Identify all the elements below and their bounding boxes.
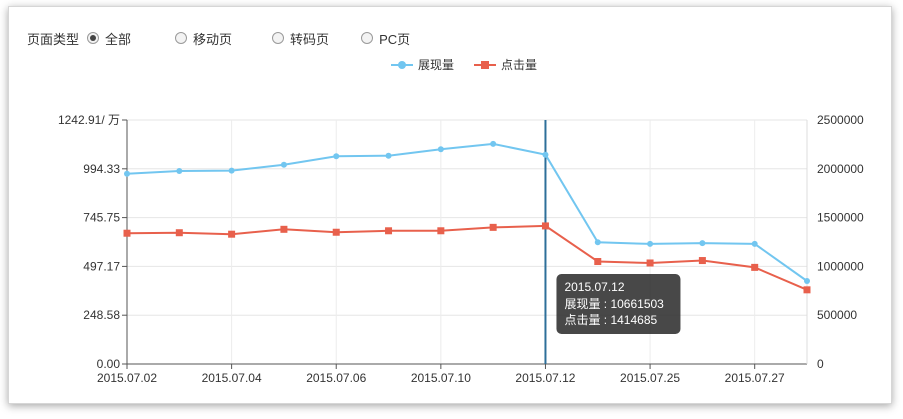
y-right-tick-label: 500000 bbox=[817, 308, 857, 322]
y-left-tick-label: 497.17 bbox=[83, 259, 120, 273]
x-tick-label: 2015.07.06 bbox=[306, 371, 366, 385]
y-right-tick-label: 2000000 bbox=[817, 162, 864, 176]
data-point bbox=[594, 239, 601, 246]
series-line-impressions bbox=[126, 142, 808, 282]
radio-label-pc: PC页 bbox=[379, 31, 411, 47]
data-point bbox=[699, 240, 706, 247]
y-right-tick-label: 2500000 bbox=[817, 113, 864, 127]
data-point bbox=[280, 225, 288, 233]
data-point bbox=[542, 151, 549, 158]
radio-label-transcode: 转码页 bbox=[290, 31, 330, 47]
page-type-label: 页面类型 bbox=[27, 31, 80, 47]
y-left-tick-label: 745.75 bbox=[83, 211, 120, 225]
series-line-clicks bbox=[126, 224, 808, 291]
data-point bbox=[333, 153, 340, 160]
data-point bbox=[646, 259, 654, 267]
data-point bbox=[804, 277, 810, 284]
legend-label: 展现量 bbox=[418, 58, 454, 72]
x-tick-label: 2015.07.10 bbox=[411, 371, 471, 385]
data-point bbox=[803, 286, 811, 294]
data-point bbox=[385, 227, 393, 235]
data-point bbox=[698, 257, 706, 265]
legend-label: 点击量 bbox=[501, 58, 537, 72]
y-right-tick-label: 0 bbox=[817, 357, 824, 371]
legend-marker bbox=[398, 61, 406, 69]
data-point bbox=[489, 223, 497, 231]
radio-unchecked-icon bbox=[272, 32, 285, 44]
radio-unchecked-icon bbox=[361, 32, 374, 44]
radio-option-mobile[interactable]: 移动页 bbox=[175, 29, 232, 48]
x-tick-label: 2015.07.12 bbox=[515, 371, 575, 385]
radio-label-mobile: 移动页 bbox=[193, 31, 233, 47]
legend-marker bbox=[481, 61, 489, 69]
data-point bbox=[228, 167, 235, 174]
x-tick-label: 2015.07.02 bbox=[97, 371, 157, 385]
radio-checked-icon bbox=[87, 32, 100, 44]
data-point bbox=[541, 222, 549, 230]
page-type-filter: 页面类型 全部 移动页 转码页 PC页 bbox=[27, 27, 410, 49]
chart-tooltip: 2015.07.12 展现量 : 10661503 点击量 : 1414685 bbox=[556, 274, 681, 334]
y-left-tick-label: 248.58 bbox=[83, 308, 120, 322]
series-layer bbox=[123, 120, 811, 364]
data-point bbox=[176, 168, 183, 175]
data-point bbox=[490, 140, 497, 147]
chart-legend[interactable]: 展现量 点击量 bbox=[391, 58, 537, 72]
y-left-tick-label: 1242.91/ 万 bbox=[58, 113, 120, 127]
data-point bbox=[124, 170, 130, 177]
x-tick-label: 2015.07.04 bbox=[202, 371, 262, 385]
y-left-tick-label: 0.00 bbox=[97, 357, 121, 371]
data-point bbox=[594, 258, 602, 266]
chart-axes: 0.00 248.58 497.17 745.75 994.33 1242.91/ 万 0 5… bbox=[58, 113, 864, 385]
radio-option-pc[interactable]: PC页 bbox=[361, 29, 410, 48]
tooltip-box bbox=[556, 274, 681, 334]
data-point bbox=[228, 230, 236, 238]
data-point bbox=[751, 263, 759, 271]
data-point bbox=[175, 229, 183, 237]
data-point bbox=[751, 240, 758, 247]
x-tick-label: 2015.07.27 bbox=[725, 371, 785, 385]
y-right-tick-label: 1500000 bbox=[817, 211, 864, 225]
data-point bbox=[123, 229, 131, 237]
data-point bbox=[437, 146, 444, 153]
chart-card: 页面类型 全部 移动页 转码页 PC页 0.00 248.58 497.17 745.… bbox=[8, 6, 892, 404]
data-point bbox=[280, 161, 287, 168]
line-chart: 0.00 248.58 497.17 745.75 994.33 1242.91/ 万 0 5… bbox=[58, 58, 864, 385]
radio-option-all[interactable]: 全部 bbox=[87, 29, 131, 48]
tooltip-date: 2015.07.12 bbox=[564, 280, 624, 294]
data-point bbox=[437, 227, 445, 235]
radio-option-transcode[interactable]: 转码页 bbox=[272, 29, 329, 48]
x-tick-label: 2015.07.25 bbox=[620, 371, 680, 385]
radio-unchecked-icon bbox=[175, 32, 188, 44]
data-point bbox=[647, 240, 654, 247]
y-right-tick-label: 1000000 bbox=[817, 259, 864, 273]
tooltip-line: 展现量 : 10661503 bbox=[564, 297, 664, 311]
radio-label-all: 全部 bbox=[105, 31, 132, 47]
data-point bbox=[385, 152, 392, 159]
y-left-tick-label: 994.33 bbox=[83, 162, 120, 176]
data-point bbox=[332, 228, 340, 236]
tooltip-line: 点击量 : 1414685 bbox=[564, 313, 657, 327]
